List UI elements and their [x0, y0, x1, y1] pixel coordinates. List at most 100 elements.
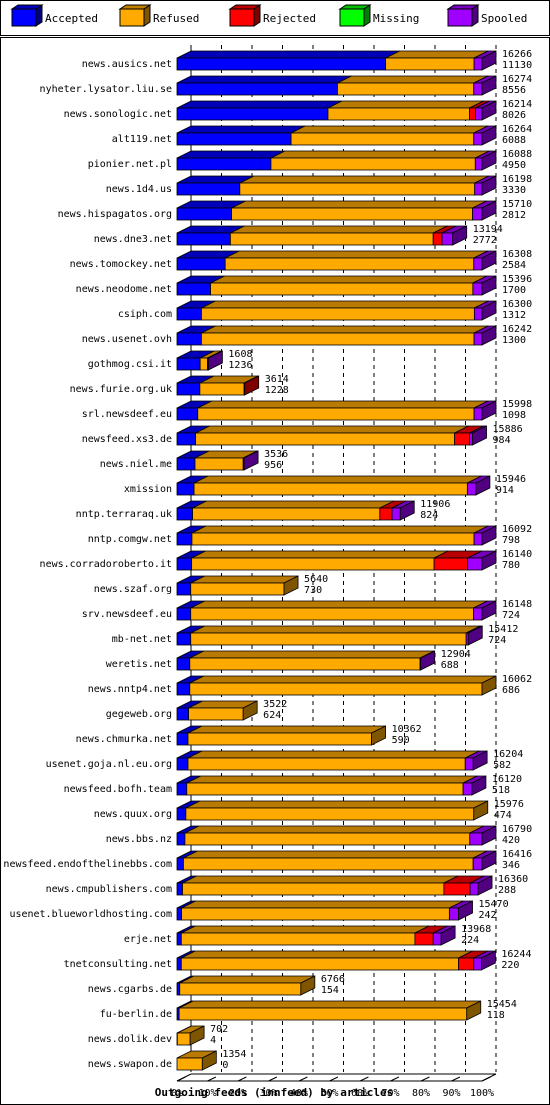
- x-tick: [359, 1076, 369, 1082]
- bar-top-refused: [337, 75, 488, 84]
- bar-segment-rejected: [458, 957, 475, 971]
- x-tick-label: 30%: [259, 1088, 277, 1099]
- bar-row: [176, 450, 259, 471]
- bar-segment-rejected: [454, 432, 470, 446]
- bar-top-refused: [189, 650, 435, 659]
- category-label: usenet.blueworldhosting.com: [9, 909, 172, 920]
- bar-segment-refused: [191, 532, 475, 546]
- bar-segment-accepted: [176, 357, 201, 371]
- value-label-total: 3614: [265, 374, 289, 385]
- value-label-accepted: 1700: [502, 285, 526, 296]
- bar-segment-accepted: [176, 957, 182, 971]
- bar-segment-refused: [224, 257, 475, 271]
- bar-side-refused: [201, 1050, 217, 1071]
- bar-segment-refused: [337, 82, 475, 96]
- value-label-total: 16242: [502, 324, 532, 335]
- bar-segment-refused: [179, 982, 302, 996]
- bar-top-refused: [192, 500, 395, 509]
- value-label-accepted: 518: [492, 785, 510, 796]
- legend: Accepted Refused Rejected Missing Spooled: [0, 0, 550, 36]
- x-tick: [237, 1076, 247, 1082]
- bar-segment-refused: [182, 882, 445, 896]
- bar-segment-accepted: [176, 732, 189, 746]
- x-tick: [329, 1076, 339, 1082]
- bar-segment-refused: [184, 832, 471, 846]
- bar-row: [176, 425, 487, 446]
- value-label-accepted: 956: [264, 460, 282, 471]
- bar-row: [176, 275, 497, 296]
- bar-top-refused: [178, 1000, 481, 1009]
- value-label-total: 12904: [441, 649, 471, 660]
- x-tick: [420, 1076, 430, 1082]
- category-label: tnetconsulting.net: [64, 959, 172, 970]
- bar-segment-accepted: [176, 257, 226, 271]
- x-tick-label: 90%: [442, 1088, 460, 1099]
- value-label-accepted: 688: [441, 660, 459, 671]
- bar-row: [176, 175, 497, 196]
- category-label: news.chmurka.net: [76, 734, 172, 745]
- category-label: srl.newsdeef.eu: [82, 409, 172, 420]
- value-label-accepted: 4950: [502, 160, 526, 171]
- bars: [176, 50, 497, 1071]
- bar-segment-spooled: [472, 207, 483, 221]
- value-label-accepted: 1236: [228, 360, 252, 371]
- legend-swatch-spooled: [447, 8, 473, 27]
- bar-row: [176, 950, 496, 971]
- bar-side-refused: [300, 975, 316, 996]
- bar-segment-refused: [180, 957, 459, 971]
- value-label-accepted: 984: [493, 435, 511, 446]
- bar-segment-spooled: [391, 507, 401, 521]
- bar-segment-spooled: [469, 432, 473, 446]
- bar-segment-accepted: [176, 432, 197, 446]
- value-label-accepted: 1098: [502, 410, 526, 421]
- value-label-accepted: 798: [502, 535, 520, 546]
- bar-segment-accepted: [176, 707, 189, 721]
- bar-side-spooled: [458, 900, 473, 921]
- bar-segment-accepted: [176, 607, 192, 621]
- value-label-total: 3536: [264, 449, 288, 460]
- legend-label-missing: Missing: [373, 12, 419, 25]
- bar-segment-refused: [176, 1057, 203, 1071]
- bar-segment-rejected: [414, 932, 434, 946]
- category-label: news.sonologic.net: [64, 109, 172, 120]
- bar-segment-refused: [187, 732, 372, 746]
- bar-segment-refused: [190, 607, 474, 621]
- x-tick: [298, 1076, 308, 1082]
- category-label: usenet.goja.nl.eu.org: [46, 759, 172, 770]
- bar-segment-refused: [194, 457, 244, 471]
- category-label: news.tomockey.net: [70, 259, 172, 270]
- value-label-accepted: 346: [502, 860, 520, 871]
- bar-segment-rejected: [433, 557, 469, 571]
- value-label-accepted: 582: [493, 760, 511, 771]
- bar-top-accepted: [176, 125, 306, 134]
- value-label-total: 15976: [494, 799, 524, 810]
- category-label: newsfeed.xs3.de: [82, 434, 172, 445]
- bar-top-refused: [327, 100, 484, 109]
- bar-segment-spooled: [432, 932, 442, 946]
- bar-segment-spooled: [467, 557, 483, 571]
- value-label-total: 16244: [501, 949, 531, 960]
- bar-top-refused: [290, 125, 488, 134]
- bar-row: [176, 300, 497, 321]
- bar-top-refused: [181, 925, 430, 934]
- bar-segment-refused: [189, 657, 421, 671]
- category-label: newsfeed.endofthelinebbs.com: [3, 859, 172, 870]
- bar-segment-spooled: [473, 307, 483, 321]
- category-label: srv.newsdeef.eu: [82, 609, 172, 620]
- value-label-accepted: 914: [496, 485, 514, 496]
- bar-segment-refused: [231, 207, 473, 221]
- bar-segment-spooled: [473, 957, 482, 971]
- bar-segment-refused: [199, 357, 208, 371]
- bar-segment-accepted: [176, 632, 192, 646]
- bar-row: [176, 1000, 482, 1021]
- bar-segment-spooled: [473, 532, 483, 546]
- bar-side-spooled: [481, 550, 497, 571]
- value-label-accepted: 6088: [502, 135, 526, 146]
- bar-side-spooled: [472, 425, 487, 446]
- bar-segment-rejected: [469, 107, 476, 121]
- bar-row: [176, 925, 456, 946]
- bar-row: [176, 150, 497, 171]
- bar-row: [176, 650, 436, 671]
- bar-segment-rejected: [443, 882, 471, 896]
